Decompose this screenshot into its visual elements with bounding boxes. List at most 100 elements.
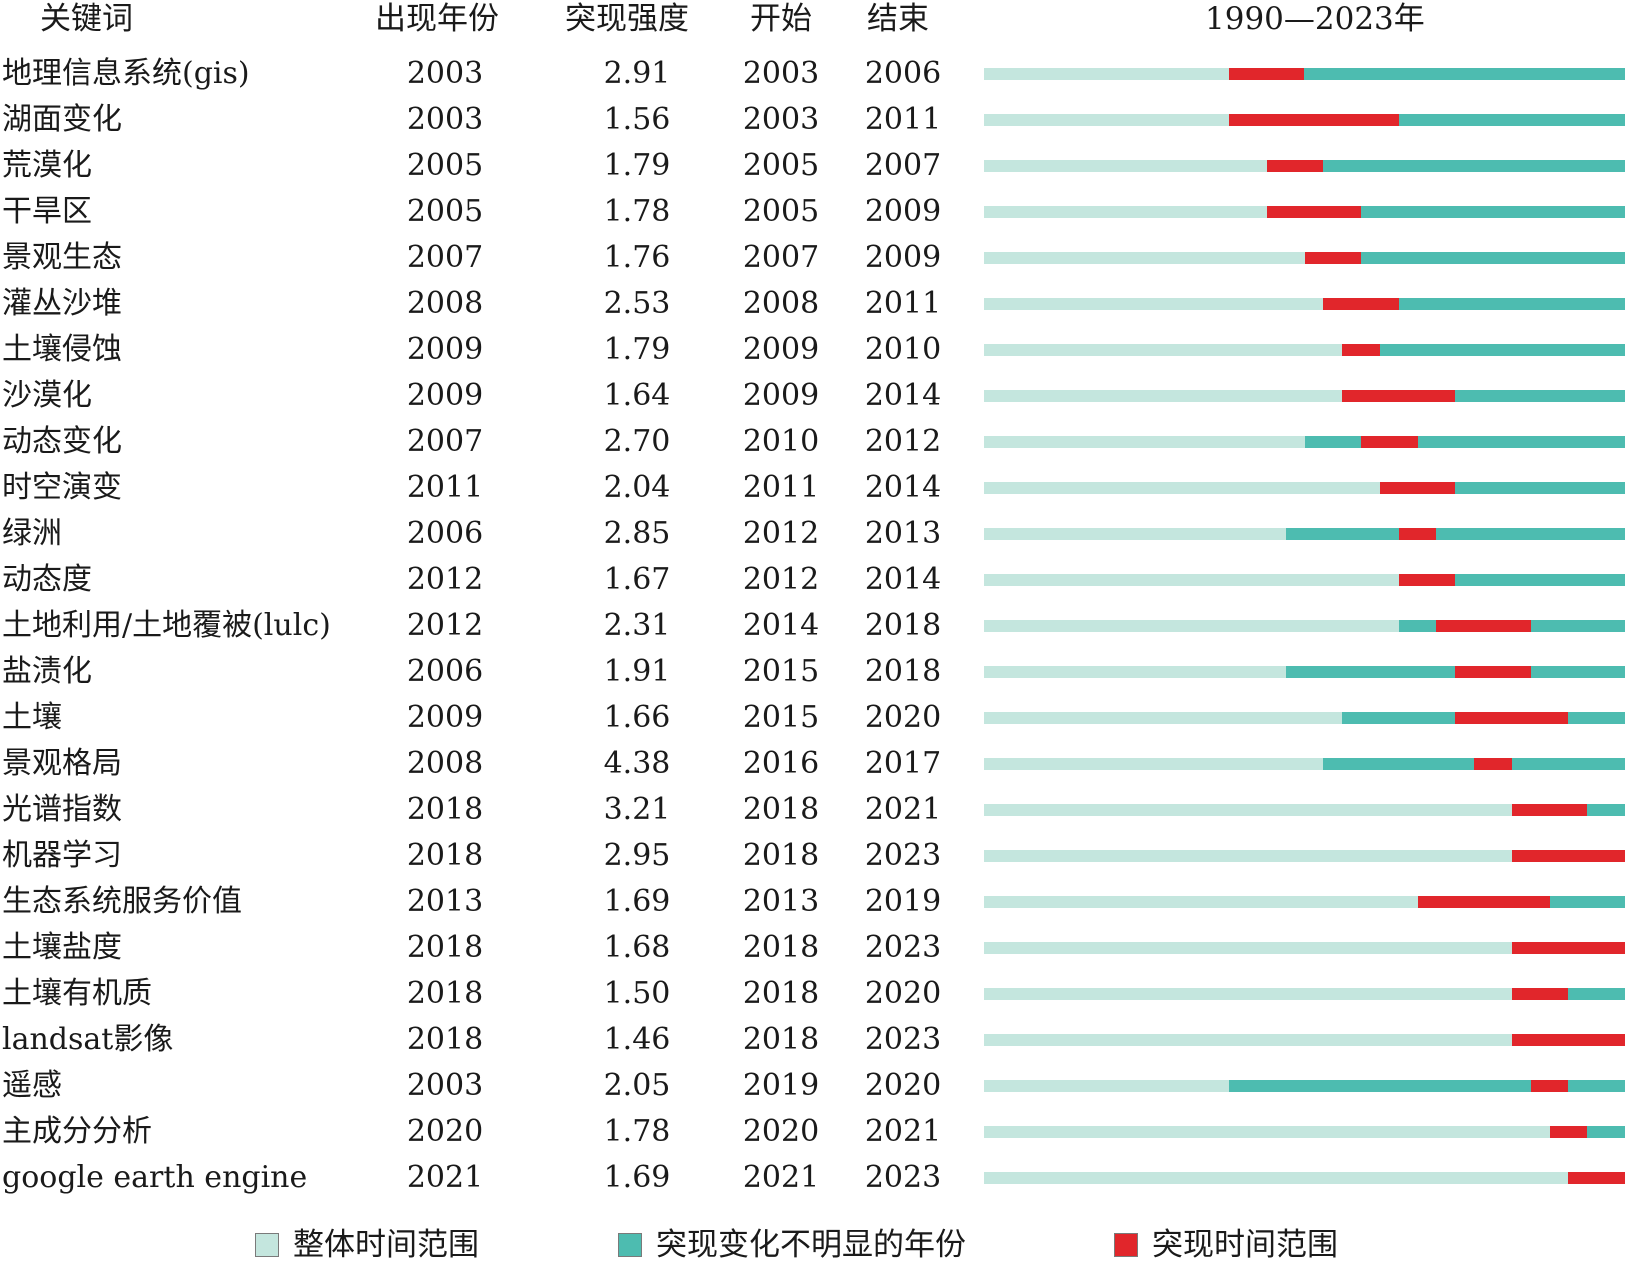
year-cell: 2007	[406, 240, 484, 275]
burst-range-bar	[1455, 666, 1531, 678]
end-cell: 2014	[864, 470, 942, 505]
legend-item-overall: 整体时间范围	[255, 1225, 479, 1265]
burst-range-bar	[1398, 528, 1437, 540]
keyword-cell: 土壤盐度	[2, 930, 122, 965]
begin-cell: 2011	[742, 470, 820, 505]
not-obvious-range-bar	[1398, 574, 1625, 586]
strength-cell: 1.46	[603, 1022, 671, 1057]
strength-cell: 1.64	[603, 378, 671, 413]
table-row: 景观格局 2008 4.38 2016 2017	[0, 741, 1626, 787]
overall-range-bar	[984, 804, 1625, 816]
year-cell: 2011	[406, 470, 484, 505]
year-cell: 2007	[406, 424, 484, 459]
end-cell: 2009	[864, 194, 942, 229]
table-row: 动态变化 2007 2.70 2010 2012	[0, 419, 1626, 465]
begin-cell: 2005	[742, 148, 820, 183]
strength-cell: 1.69	[603, 1160, 671, 1195]
end-cell: 2023	[864, 1160, 942, 1195]
legend-label-overall: 整体时间范围	[293, 1227, 479, 1263]
year-cell: 2018	[406, 1022, 484, 1057]
table-row: 景观生态 2007 1.76 2007 2009	[0, 235, 1626, 281]
not-obvious-range-bar	[1229, 68, 1625, 80]
year-cell: 2009	[406, 332, 484, 367]
keyword-cell: 光谱指数	[2, 792, 122, 827]
table-row: landsat影像 2018 1.46 2018 2023	[0, 1017, 1626, 1063]
begin-cell: 2009	[742, 332, 820, 367]
keyword-cell: 生态系统服务价值	[2, 884, 242, 919]
legend-swatch-burst	[1114, 1233, 1138, 1257]
burst-range-bar	[1266, 206, 1362, 218]
end-cell: 2019	[864, 884, 942, 919]
end-cell: 2013	[864, 516, 942, 551]
table-row: 时空演变 2011 2.04 2011 2014	[0, 465, 1626, 511]
header-end: 结束	[867, 1, 929, 37]
year-cell: 2003	[406, 1068, 484, 1103]
strength-cell: 1.78	[603, 194, 671, 229]
keyword-cell: 土地利用/土地覆被(lulc)	[2, 608, 331, 643]
header-begin: 开始	[750, 1, 812, 37]
not-obvious-range-bar	[1285, 528, 1625, 540]
table-row: 土壤盐度 2018 1.68 2018 2023	[0, 925, 1626, 971]
strength-cell: 1.56	[603, 102, 671, 137]
year-cell: 2018	[406, 838, 484, 873]
end-cell: 2020	[864, 700, 942, 735]
end-cell: 2012	[864, 424, 942, 459]
not-obvious-range-bar	[1342, 344, 1625, 356]
overall-range-bar	[984, 988, 1625, 1000]
year-cell: 2008	[406, 746, 484, 781]
table-row: google earth engine 2021 1.69 2021 2023	[0, 1155, 1626, 1201]
strength-cell: 2.70	[603, 424, 671, 459]
overall-range-bar	[984, 1172, 1625, 1184]
table-row: 绿洲 2006 2.85 2012 2013	[0, 511, 1626, 557]
year-cell: 2018	[406, 930, 484, 965]
overall-range-bar	[984, 1034, 1625, 1046]
strength-cell: 1.67	[603, 562, 671, 597]
timeline-bar	[984, 758, 1625, 770]
keyword-cell: landsat影像	[2, 1022, 174, 1057]
overall-range-bar	[984, 850, 1625, 862]
year-cell: 2003	[406, 102, 484, 137]
year-cell: 2021	[406, 1160, 484, 1195]
burst-range-bar	[1229, 114, 1399, 126]
burst-range-bar	[1379, 482, 1456, 494]
end-cell: 2010	[864, 332, 942, 367]
burst-range-bar	[1511, 850, 1625, 862]
overall-range-bar	[984, 942, 1625, 954]
keyword-cell: 灌丛沙堆	[2, 286, 122, 321]
year-cell: 2009	[406, 700, 484, 735]
end-cell: 2021	[864, 792, 942, 827]
legend-swatch-not-obvious	[618, 1233, 642, 1257]
timeline-bar	[984, 68, 1625, 80]
timeline-bar	[984, 252, 1625, 264]
begin-cell: 2014	[742, 608, 820, 643]
burst-range-bar	[1511, 1034, 1625, 1046]
burst-range-bar	[1511, 988, 1569, 1000]
keyword-cell: 土壤侵蚀	[2, 332, 122, 367]
year-cell: 2003	[406, 56, 484, 91]
timeline-bar	[984, 528, 1625, 540]
year-cell: 2005	[406, 194, 484, 229]
end-cell: 2020	[864, 976, 942, 1011]
end-cell: 2014	[864, 562, 942, 597]
strength-cell: 1.91	[603, 654, 671, 689]
strength-cell: 2.05	[603, 1068, 671, 1103]
burst-range-bar	[1530, 1080, 1569, 1092]
table-row: 盐渍化 2006 1.91 2015 2018	[0, 649, 1626, 695]
end-cell: 2023	[864, 838, 942, 873]
not-obvious-range-bar	[1304, 436, 1625, 448]
year-cell: 2018	[406, 792, 484, 827]
year-cell: 2006	[406, 516, 484, 551]
timeline-bar	[984, 160, 1625, 172]
burst-range-bar	[1342, 390, 1456, 402]
keyword-cell: 景观格局	[2, 746, 122, 781]
begin-cell: 2008	[742, 286, 820, 321]
end-cell: 2017	[864, 746, 942, 781]
burst-range-bar	[1323, 298, 1399, 310]
end-cell: 2020	[864, 1068, 942, 1103]
table-row: 干旱区 2005 1.78 2005 2009	[0, 189, 1626, 235]
keyword-cell: 景观生态	[2, 240, 122, 275]
not-obvious-range-bar	[1304, 252, 1625, 264]
strength-cell: 3.21	[603, 792, 671, 827]
table-row: 土地利用/土地覆被(lulc) 2012 2.31 2014 2018	[0, 603, 1626, 649]
burst-range-bar	[1266, 160, 1324, 172]
